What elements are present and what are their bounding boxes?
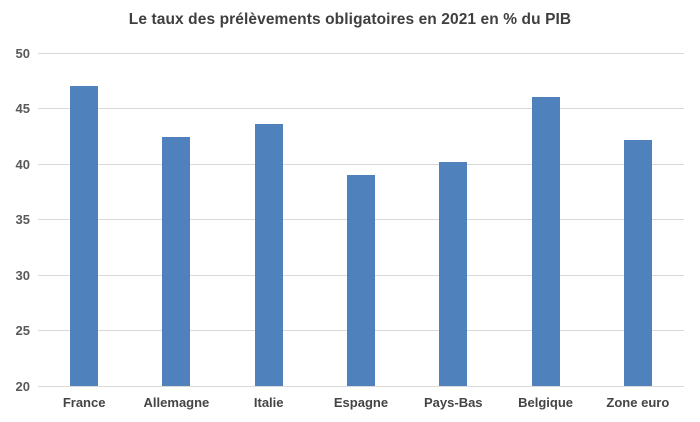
bar-italie xyxy=(254,124,283,386)
y-tick-label-20: 20 xyxy=(15,378,30,394)
y-tick-label-35: 35 xyxy=(15,212,30,227)
gridline-45 xyxy=(38,108,684,109)
y-tick-label-40: 40 xyxy=(15,156,30,172)
bar-belgique xyxy=(531,97,560,386)
x-tick-label-belgique: Belgique xyxy=(518,395,574,410)
gridline-50 xyxy=(38,52,684,54)
bar-allemagne xyxy=(162,137,191,386)
gridline-40 xyxy=(38,163,684,165)
gridline-20 xyxy=(38,385,684,387)
x-tick-label-zone-euro: Zone euro xyxy=(606,395,670,410)
bar-pays-bas xyxy=(439,161,468,386)
x-tick-label-espagne: Espagne xyxy=(333,395,389,410)
chart-title: Le taux des prélèvements obligatoires en… xyxy=(128,11,572,28)
x-tick-label-france: France xyxy=(62,395,106,410)
y-tick-label-45: 45 xyxy=(15,101,30,116)
y-tick-label-25: 25 xyxy=(15,323,30,338)
x-tick-label-allemagne: Allemagne xyxy=(143,395,210,410)
bar-zone-euro xyxy=(623,139,652,386)
x-tick-label-italie: Italie xyxy=(253,395,284,410)
bar-france xyxy=(70,86,99,386)
plot-area xyxy=(38,52,684,387)
x-tick-label-pays-bas: Pays-Bas xyxy=(424,395,483,410)
y-tick-label-30: 30 xyxy=(15,267,30,283)
y-tick-label-50: 50 xyxy=(15,45,30,61)
bar-espagne xyxy=(347,175,375,386)
x-axis: France Allemagne Italie Espagne Pays-Bas Belg… xyxy=(38,386,684,416)
y-axis: 20 25 30 35 40 45 50 xyxy=(0,47,38,393)
